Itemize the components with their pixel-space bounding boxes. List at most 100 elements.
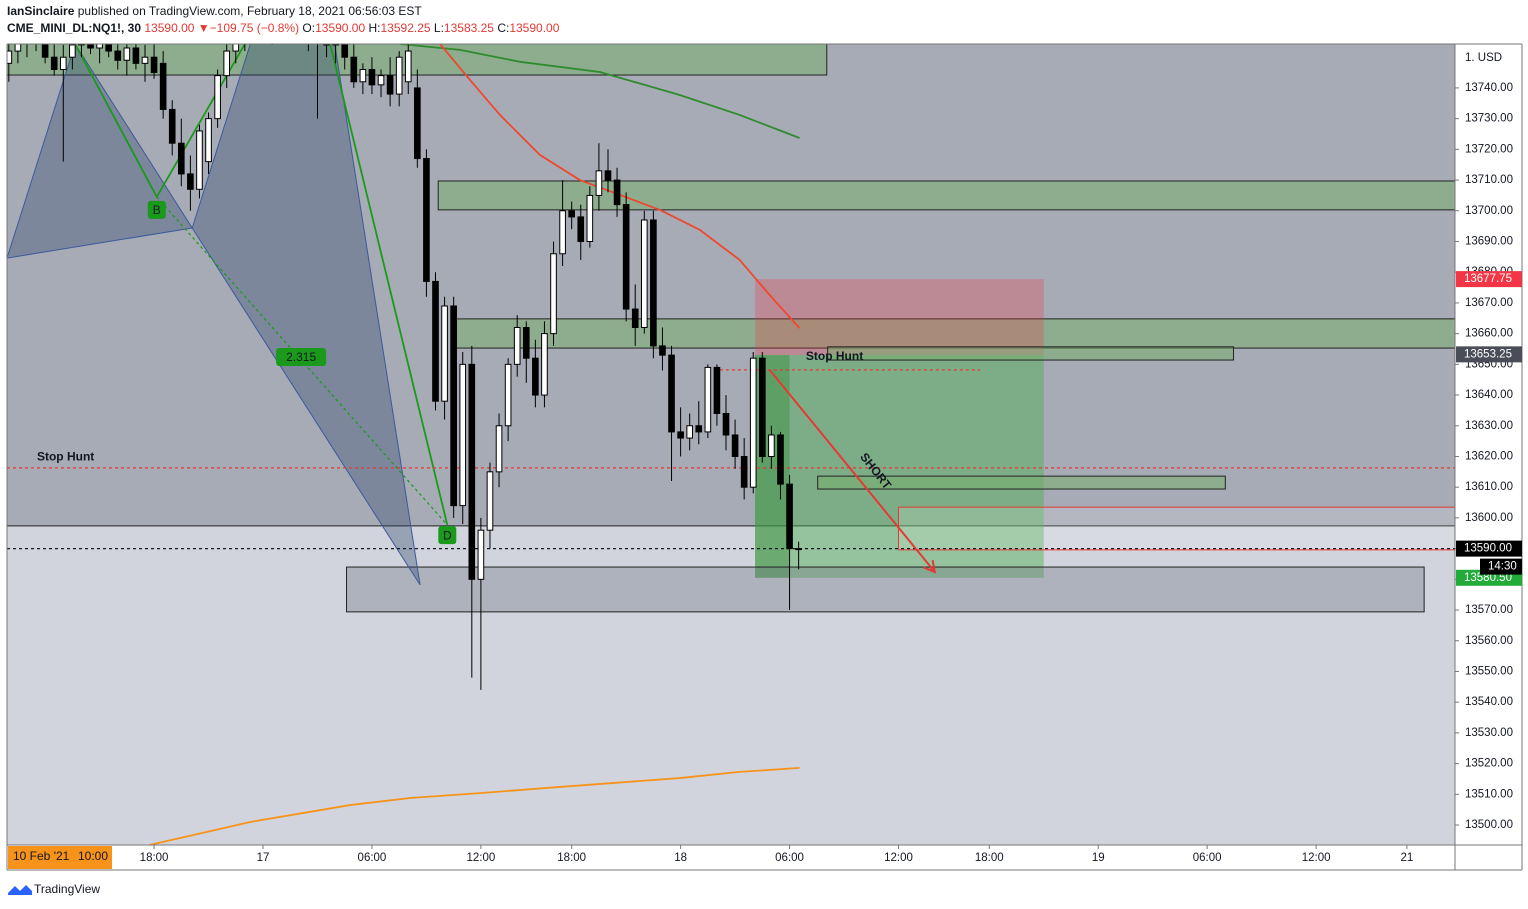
candle-body (168, 108, 176, 144)
candle-body (759, 357, 766, 457)
x-tick-label: 18:00 (557, 852, 586, 864)
y-tick-label: 13620.00 (1465, 451, 1513, 463)
candle-body (96, 44, 103, 49)
change: −109.75 (−0.8%) (210, 21, 299, 35)
candle-body (513, 326, 521, 365)
arrow (768, 369, 936, 573)
last-price: 13590.00 (144, 21, 194, 35)
candle-body (123, 47, 131, 61)
price-tag-label: 13653.25 (1464, 348, 1512, 360)
ohlc-label: C: (497, 21, 509, 35)
annotation-box (276, 347, 327, 366)
x-tick-label: 21 (1400, 852, 1413, 864)
candle-body (468, 363, 476, 580)
candle-body (214, 75, 221, 120)
candle-body (414, 87, 421, 160)
plot-background (7, 44, 1455, 845)
candle-body (141, 56, 149, 64)
candle-body (631, 308, 639, 328)
candle-body (613, 179, 621, 206)
y-tick-label: 13500.00 (1465, 819, 1513, 831)
x-tick-label: 12:00 (467, 852, 496, 864)
arrow-head (923, 559, 937, 574)
y-tick-label: 13570.00 (1465, 604, 1513, 616)
ohlc-label: O: (302, 21, 315, 35)
ohlc-value: 13583.25 (444, 21, 494, 35)
candle-body (541, 333, 548, 396)
annotation: B (153, 203, 161, 217)
x-tick-label: 18:00 (140, 852, 169, 864)
candle-body (441, 305, 448, 402)
line (156, 196, 448, 526)
logo-icon (8, 885, 32, 895)
x-tick-label: 12:00 (884, 852, 913, 864)
candle-body (695, 425, 703, 433)
candle-body (686, 425, 694, 439)
candle-body (432, 280, 439, 402)
y-tick-label: 13610.00 (1465, 481, 1513, 493)
candle-body (459, 363, 467, 507)
candle-body (777, 434, 784, 485)
candle-body (196, 130, 203, 190)
candle-body (205, 118, 212, 163)
start-label-bg (8, 846, 112, 869)
candle-body (786, 483, 793, 550)
ohlc-value: 13590.00 (509, 21, 559, 35)
candle-body (350, 56, 358, 83)
y-tick-label: 13710.00 (1465, 174, 1513, 186)
x-tick-label: 18 (674, 852, 687, 864)
x-tick-label: 17 (257, 852, 270, 864)
y-tick-label: 13600.00 (1465, 512, 1513, 524)
axes: 13740.00 13730.00 13720.00 13710.00 13700.00… (140, 82, 1522, 864)
candle-body (7, 50, 13, 64)
candle-body (50, 56, 58, 70)
candle-body (522, 326, 530, 359)
candle-body (386, 75, 394, 95)
currency: 1. USD (1465, 52, 1502, 64)
candle-body (722, 412, 730, 436)
candle-body (713, 366, 721, 414)
candle-body (223, 50, 231, 77)
candle-body (132, 47, 140, 64)
price-tag-label: 13677.75 (1464, 273, 1512, 285)
zone (755, 355, 1044, 578)
candle-body (41, 44, 49, 58)
candle-body (532, 357, 539, 396)
candle-body (550, 253, 557, 335)
candle-body (395, 56, 403, 95)
pattern-shape (7, 44, 194, 259)
countdown: 14:30 (1488, 561, 1517, 573)
candle-body (650, 219, 657, 347)
candle-body (404, 50, 412, 83)
countdown-bg (1480, 558, 1522, 575)
x-tick-label: 12:00 (1302, 852, 1331, 864)
candle-body (159, 62, 167, 110)
candle-body (568, 210, 575, 218)
publisher: IanSinclaire (7, 4, 75, 18)
candle-body (704, 366, 712, 433)
candle-body (586, 194, 594, 242)
line (329, 44, 449, 526)
candle-body (659, 345, 666, 356)
candle-body (69, 44, 76, 58)
candle-body (368, 68, 376, 86)
y-tick-label: 13560.00 (1465, 635, 1513, 647)
annotation-box (147, 200, 166, 219)
y-tick-label: 13630.00 (1465, 420, 1513, 432)
ohlc-value: 13590.00 (315, 21, 365, 35)
ohlc: O:13590.00 H:13592.25 L:13583.25 C:13590… (302, 21, 559, 35)
x-tick-label: 06:00 (1193, 852, 1222, 864)
candle-body (677, 431, 684, 439)
price-tag (1456, 346, 1522, 363)
candle-body (359, 68, 367, 83)
ohlc-label: L: (434, 21, 444, 35)
zone (7, 44, 1455, 527)
y-tick-label: 13690.00 (1465, 236, 1513, 248)
candle-body (577, 216, 585, 242)
y-tick-label: 13700.00 (1465, 205, 1513, 217)
candle-body (731, 434, 739, 457)
zone (346, 566, 1425, 613)
y-tick-label: 13510.00 (1465, 788, 1513, 800)
symbol: CME_MINI_DL:NQ1!, 30 (7, 21, 141, 35)
